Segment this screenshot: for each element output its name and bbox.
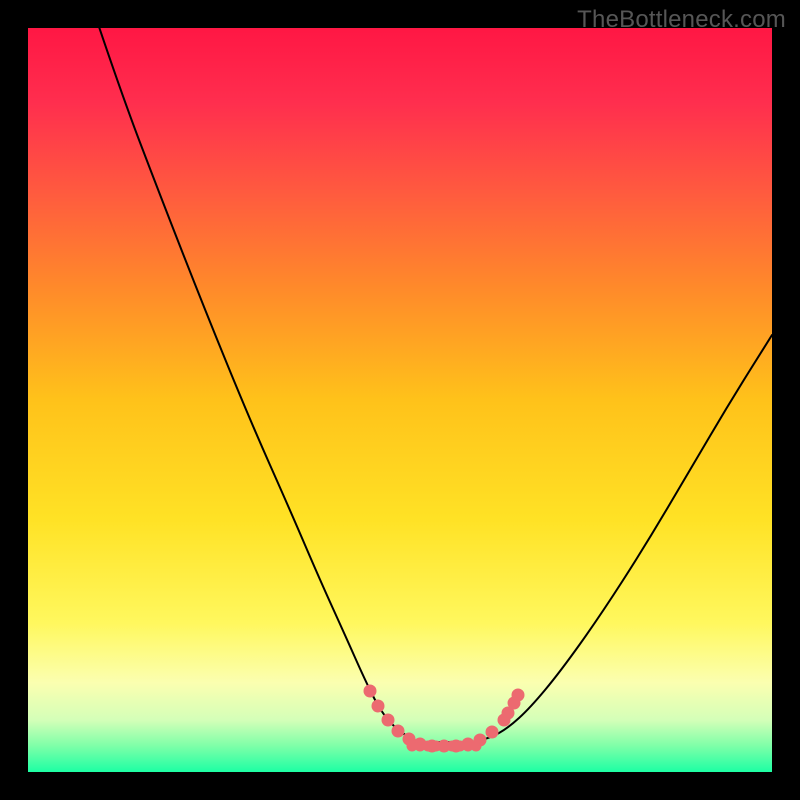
data-dot [382,714,394,726]
data-dot [486,726,498,738]
data-dot [372,700,384,712]
data-dot [392,725,404,737]
data-dot [512,689,524,701]
left-curve [90,0,418,742]
chart-stage: TheBottleneck.com [0,0,800,800]
right-curve [475,335,772,742]
data-dot-bottom [471,741,481,751]
curve-overlay [0,0,800,800]
data-dot [364,685,376,697]
